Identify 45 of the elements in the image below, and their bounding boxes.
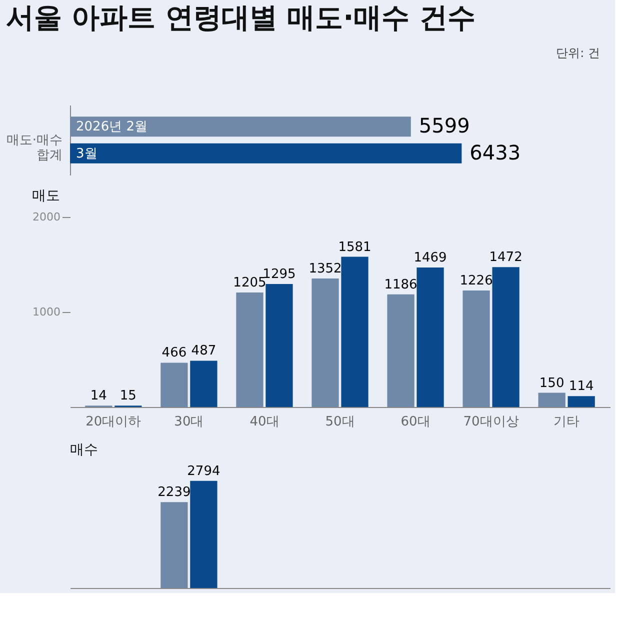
chart-title: 매도	[32, 188, 60, 204]
data-label: 466	[162, 346, 187, 361]
data-label: 15	[120, 388, 136, 404]
data-label: 1581	[338, 240, 372, 255]
data-label: 1469	[414, 250, 447, 266]
x-tick-label: 70대이상	[463, 414, 519, 430]
data-label: 1186	[384, 277, 418, 292]
series-label: 3월	[76, 146, 98, 162]
x-tick-label: 기타	[554, 414, 580, 430]
data-label: 1205	[233, 276, 266, 291]
bar	[236, 292, 264, 407]
chart-title: 매수	[70, 442, 98, 458]
data-label: 14	[90, 388, 107, 404]
text: 단위: 건	[556, 46, 600, 60]
x-tick-label: 50대	[325, 414, 355, 430]
data-label: 2239	[158, 485, 191, 500]
bar	[568, 396, 595, 407]
bar	[492, 267, 520, 407]
data-label: 150	[539, 376, 564, 391]
data-label: 2794	[187, 464, 220, 479]
y-tick-label: 2000	[32, 210, 60, 224]
x-tick-label: 40대	[250, 414, 280, 430]
data-label: 5599	[418, 114, 470, 138]
bar	[266, 284, 293, 407]
x-tick-label: 20대이하	[86, 414, 142, 430]
data-label: 1226	[460, 274, 493, 289]
bar	[387, 294, 414, 407]
bar	[538, 392, 566, 407]
y-tick-label: 매도·매수 합계	[6, 133, 62, 163]
x-tick-label: 30대	[174, 414, 204, 430]
bar	[341, 256, 368, 407]
x-tick-label: 60대	[400, 414, 430, 430]
data-label: 114	[568, 379, 594, 394]
data-label: 1472	[489, 250, 522, 266]
bar	[462, 290, 490, 407]
series-label: 2026년 2월	[76, 120, 148, 135]
data-label: 487	[191, 344, 216, 359]
bar	[160, 362, 188, 407]
data-label: 1352	[308, 262, 342, 277]
bar	[190, 360, 218, 407]
chart-title: 서울 아파트 연령대별 매도·매수 건수	[6, 1, 476, 34]
y-tick-label: 1000	[32, 306, 60, 318]
bar	[416, 267, 444, 407]
data-label: 6433	[470, 140, 521, 164]
bar	[312, 278, 339, 407]
